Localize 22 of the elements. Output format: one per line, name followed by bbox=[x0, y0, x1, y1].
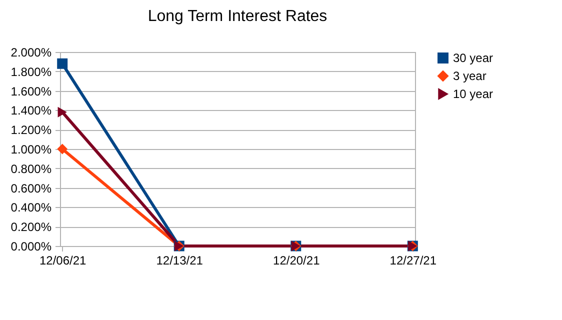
y-tick-label: 0.000% bbox=[10, 240, 52, 254]
x-tick-label: 12/13/21 bbox=[156, 254, 204, 268]
y-tick-label: 0.800% bbox=[10, 162, 52, 176]
x-tick-label: 12/20/21 bbox=[273, 254, 320, 268]
y-tick-label: 0.200% bbox=[10, 220, 52, 234]
chart-title: Long Term Interest Rates bbox=[148, 8, 328, 25]
legend-label: 10 year bbox=[453, 87, 494, 101]
legend-label: 30 year bbox=[453, 51, 494, 65]
y-tick-label: 1.600% bbox=[10, 84, 52, 98]
y-tick-label: 1.200% bbox=[10, 123, 52, 138]
legend-label: 3 year bbox=[453, 69, 486, 83]
point bbox=[57, 58, 68, 69]
y-tick-label: 0.600% bbox=[10, 181, 52, 196]
y-tick-label: 1.000% bbox=[10, 142, 52, 156]
x-tick-label: 12/06/21 bbox=[39, 254, 87, 268]
x-tick-label: 12/27/21 bbox=[390, 254, 437, 268]
y-tick-label: 1.800% bbox=[10, 64, 52, 79]
y-tick-label: 1.400% bbox=[10, 104, 52, 118]
point bbox=[57, 144, 68, 154]
point bbox=[58, 106, 67, 118]
y-tick-label: 2.000% bbox=[10, 46, 52, 60]
y-tick-label: 0.400% bbox=[10, 200, 52, 215]
